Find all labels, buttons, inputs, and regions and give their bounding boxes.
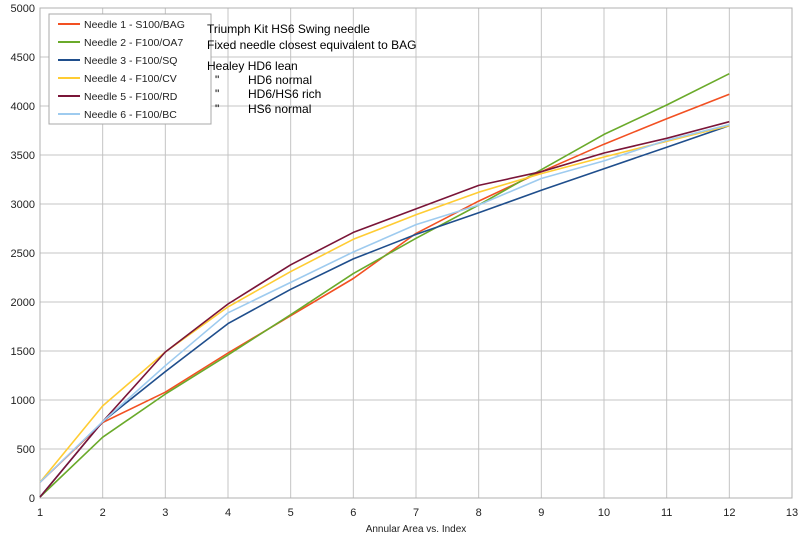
legend-label-4: Needle 4 - F100/CV [84,73,177,85]
legend-label-6: Needle 6 - F100/BC [84,109,177,121]
annotation-3: " [215,73,219,87]
annotations: Triumph Kit HS6 Swing needle Fixed needl… [207,22,416,116]
series-line-4 [39,124,730,483]
x-tick-label: 3 [162,507,168,519]
x-tick-label: 8 [476,507,482,519]
legend-label-2: Needle 2 - F100/OA7 [84,37,183,49]
annotation-8: HS6 normal [248,102,311,116]
x-tick-label: 1 [37,507,43,519]
y-tick-label: 3000 [11,199,35,211]
plot-area-border [39,7,793,499]
legend-label-1: Needle 1 - S100/BAG [84,19,185,31]
legend-label-5: Needle 5 - F100/RD [84,91,178,103]
y-tick-label: 500 [17,444,35,456]
annotation-1: Fixed needle closest equivalent to BAG [207,38,416,52]
series-line-1 [39,93,730,483]
annotation-0: Triumph Kit HS6 Swing needle [207,22,370,36]
series-line-2 [39,72,730,498]
y-tick-label: 1000 [11,395,35,407]
x-tick-label: 4 [225,507,231,519]
annotation-7: " [215,102,219,116]
y-tick-label: 2500 [11,248,35,260]
x-tick-label: 9 [538,507,544,519]
y-tick-label: 3500 [11,150,35,162]
x-tick-label: 6 [350,507,356,519]
x-tick-label: 13 [786,507,798,519]
series-line-3 [39,124,730,498]
annotation-4: HD6 normal [248,73,312,87]
x-tick-label: 5 [288,507,294,519]
legend-label-3: Needle 3 - F100/SQ [84,55,177,67]
x-axis-title: Annular Area vs. Index [366,524,467,535]
x-tick-label: 12 [723,507,735,519]
y-tick-label: 2000 [11,297,35,309]
x-tick-label: 2 [100,507,106,519]
legend-box [48,13,212,125]
x-tick-label: 10 [598,507,610,519]
legend: Needle 1 - S100/BAG Needle 2 - F100/OA7 Ne… [48,13,212,125]
series-line-6 [39,123,730,483]
y-tick-label: 4500 [11,52,35,64]
x-tick-label: 11 [661,507,672,519]
series-lines [39,72,730,498]
series-line-5 [39,120,730,498]
y-tick-label: 5000 [11,3,35,15]
x-tick-label: 7 [413,507,419,519]
annotation-2: Healey HD6 lean [207,59,298,73]
y-tick-label: 0 [29,493,35,505]
tick-labels: 0 500 1000 1500 2000 2500 3000 3500 4000 4500 5000… [11,3,799,519]
y-tick-label: 1500 [11,346,35,358]
y-tick-label: 4000 [11,101,35,113]
annotation-5: " [215,87,219,101]
annotation-6: HD6/HS6 rich [248,87,321,101]
